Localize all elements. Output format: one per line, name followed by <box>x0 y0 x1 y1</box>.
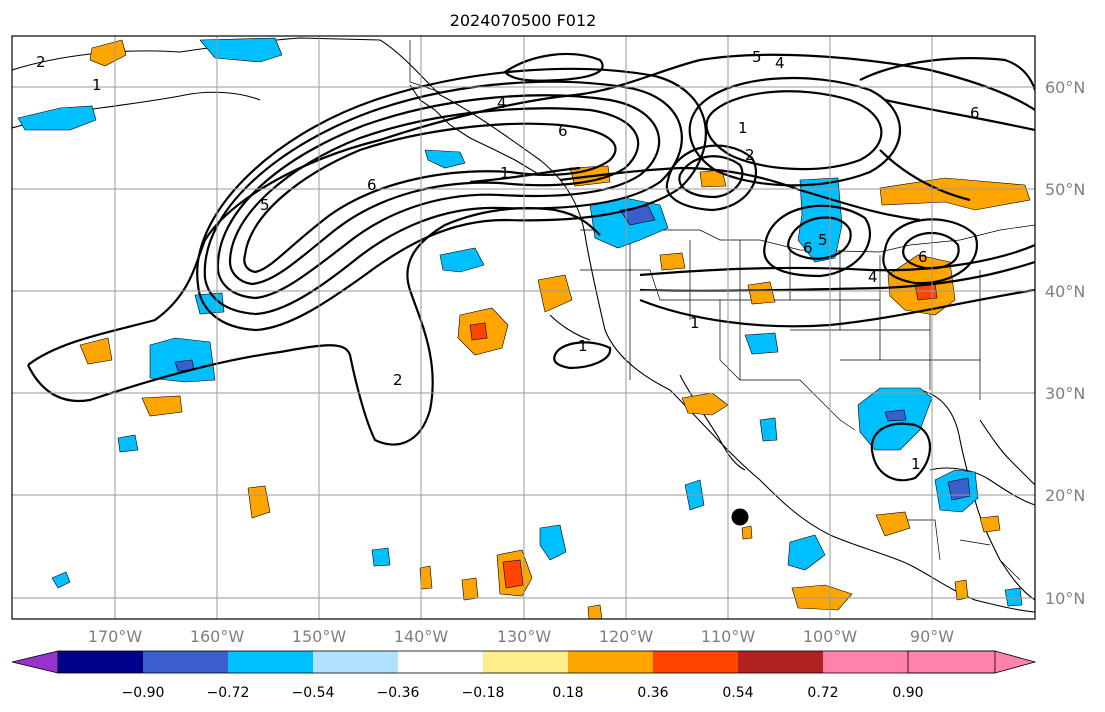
lat-label-30n: 30°N <box>1045 384 1085 403</box>
colorbar-tick-label: 0.72 <box>807 685 838 701</box>
contour-label: 1 <box>500 164 510 182</box>
colorbar-tick-label: −0.72 <box>207 685 250 701</box>
map-frame <box>11 35 1036 620</box>
lon-label-170w: 170°W <box>88 627 143 646</box>
lon-label-150w: 150°W <box>292 627 347 646</box>
colorbar-segment <box>228 651 313 673</box>
colorbar-tick-label: −0.18 <box>462 685 505 701</box>
contour-label: 2 <box>745 146 755 164</box>
colorbar-tick-label: −0.54 <box>292 685 335 701</box>
lon-label-120w: 120°W <box>599 627 654 646</box>
colorbar-segment <box>58 651 143 673</box>
colorbar-tick-label: 0.54 <box>722 685 753 701</box>
colorbar-tick-label: −0.90 <box>122 685 165 701</box>
map-title: 2024070500 F012 <box>450 11 597 30</box>
colorbar-outline <box>57 650 996 674</box>
contour-label: 5 <box>752 48 762 66</box>
lon-label-100w: 100°W <box>803 627 858 646</box>
colorbar-segment <box>483 651 568 673</box>
lat-label-20n: 20°N <box>1045 486 1085 505</box>
contour-label: 2 <box>393 371 403 389</box>
colorbar-segment <box>398 651 483 673</box>
contour-label: 6 <box>803 239 813 257</box>
lon-label-140w: 140°W <box>394 627 449 646</box>
contour-label: 4 <box>868 268 878 286</box>
contour-label: 5 <box>818 231 828 249</box>
contour-label-group: 2 1 4 5 4 6 6 5 1 2 1 6 5 4 6 6 1 2 1 1 <box>36 48 980 473</box>
contour-lines <box>27 52 1035 482</box>
colorbar-segment <box>143 651 228 673</box>
longitude-axis: 170°W 160°W 150°W 140°W 130°W 120°W 110°… <box>88 627 954 646</box>
colorbar: −0.90 −0.72 −0.54 −0.36 −0.18 0.18 0.36 … <box>11 650 1037 701</box>
lat-label-40n: 40°N <box>1045 282 1085 301</box>
contour-label: 5 <box>260 196 270 214</box>
contour-label: 6 <box>970 104 980 122</box>
lon-label-130w: 130°W <box>497 627 552 646</box>
colorbar-tick-label: 0.36 <box>637 685 668 701</box>
contour-label: 6 <box>918 248 928 266</box>
colorbar-tick-label: 0.90 <box>892 685 923 701</box>
colorbar-segment <box>738 651 823 673</box>
contour-label: 4 <box>497 94 507 112</box>
contour-label: 4 <box>775 54 785 72</box>
contour-label: 1 <box>738 119 748 137</box>
contour-label: 1 <box>92 76 102 94</box>
storm-center-marker <box>731 508 749 526</box>
colorbar-segment <box>568 651 653 673</box>
lat-label-50n: 50°N <box>1045 180 1085 199</box>
contour-label: 1 <box>690 314 700 332</box>
lon-label-110w: 110°W <box>701 627 756 646</box>
contour-label: 2 <box>36 53 46 71</box>
contour-label: 1 <box>911 455 921 473</box>
lon-label-160w: 160°W <box>190 627 245 646</box>
latitude-axis: 60°N 50°N 40°N 30°N 20°N 10°N <box>1045 78 1085 608</box>
colorbar-extend-high <box>907 650 1037 674</box>
contour-label: 1 <box>578 337 588 355</box>
graticule <box>12 36 1035 619</box>
contour-label: 6 <box>367 176 377 194</box>
colorbar-extend-low <box>11 650 59 674</box>
colorbar-segment <box>823 651 908 673</box>
lat-label-60n: 60°N <box>1045 78 1085 97</box>
colorbar-tick-label: −0.36 <box>377 685 420 701</box>
lon-label-90w: 90°W <box>910 627 954 646</box>
colorbar-segment <box>313 651 398 673</box>
colorbar-segment <box>653 651 738 673</box>
contour-label: 6 <box>558 122 568 140</box>
map-area: 2 1 4 5 4 6 6 5 1 2 1 6 5 4 6 6 1 2 1 1 <box>12 36 1035 619</box>
colorbar-tick-label: 0.18 <box>552 685 583 701</box>
positive-regions <box>79 39 1031 619</box>
lat-label-10n: 10°N <box>1045 589 1085 608</box>
